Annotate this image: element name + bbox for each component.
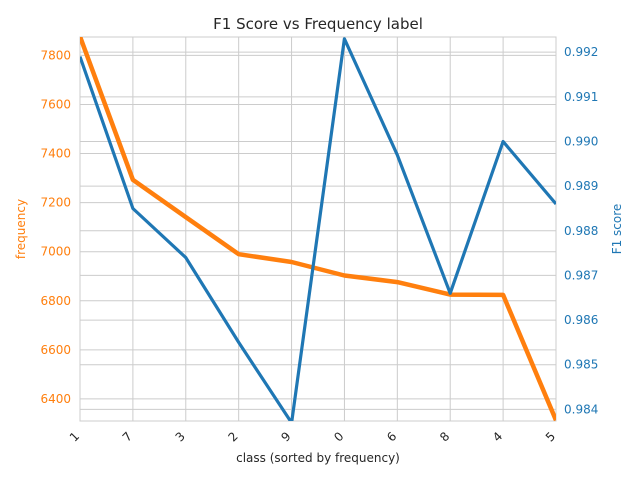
x-tick-label: 3 xyxy=(173,429,188,444)
right-tick-labels: 0.984 0.985 0.986 0.987 0.988 0.989 0.990 0.991… xyxy=(564,45,598,416)
frequency-line xyxy=(80,37,556,421)
x-tick-label: 5 xyxy=(543,429,558,444)
chart-title: F1 Score vs Frequency label xyxy=(213,15,423,33)
left-tick-label: 7600 xyxy=(40,97,71,111)
x-tick-label: 1 xyxy=(67,429,82,444)
left-tick-label: 6600 xyxy=(40,343,71,357)
right-tick-label: 0.989 xyxy=(564,179,598,193)
right-axis-label: F1 score xyxy=(610,204,624,255)
right-tick-label: 0.987 xyxy=(564,268,598,282)
left-tick-label: 7800 xyxy=(40,48,71,62)
x-tick-label: 8 xyxy=(437,429,452,444)
x-axis-label: class (sorted by frequency) xyxy=(236,451,400,465)
x-tick-label: 6 xyxy=(384,429,399,444)
left-tick-label: 7400 xyxy=(40,147,71,161)
left-tick-labels: 6400 6600 6800 7000 7200 7400 7600 7800 xyxy=(40,48,71,406)
right-tick-label: 0.985 xyxy=(564,358,598,372)
x-tick-labels: 1 7 3 2 9 0 6 8 4 5 xyxy=(67,429,558,444)
x-tick-label: 0 xyxy=(331,429,346,444)
right-tick-label: 0.992 xyxy=(564,45,598,59)
left-tick-label: 6400 xyxy=(40,392,71,406)
x-tick-label: 4 xyxy=(490,429,505,444)
right-tick-label: 0.984 xyxy=(564,402,598,416)
left-axis-label: frequency xyxy=(14,199,28,259)
left-tick-label: 7200 xyxy=(40,196,71,210)
grid xyxy=(79,36,557,422)
plot-frame xyxy=(79,36,557,422)
left-tick-label: 6800 xyxy=(40,294,71,308)
right-tick-label: 0.988 xyxy=(564,224,598,238)
x-tick-label: 9 xyxy=(278,429,293,444)
series-lines xyxy=(80,37,556,421)
right-tick-label: 0.990 xyxy=(564,134,598,148)
x-tick-label: 7 xyxy=(120,429,135,444)
right-tick-label: 0.986 xyxy=(564,313,598,327)
x-tick-label: 2 xyxy=(225,429,240,444)
left-tick-label: 7000 xyxy=(40,245,71,259)
f1-score-line xyxy=(80,37,556,421)
right-tick-label: 0.991 xyxy=(564,90,598,104)
